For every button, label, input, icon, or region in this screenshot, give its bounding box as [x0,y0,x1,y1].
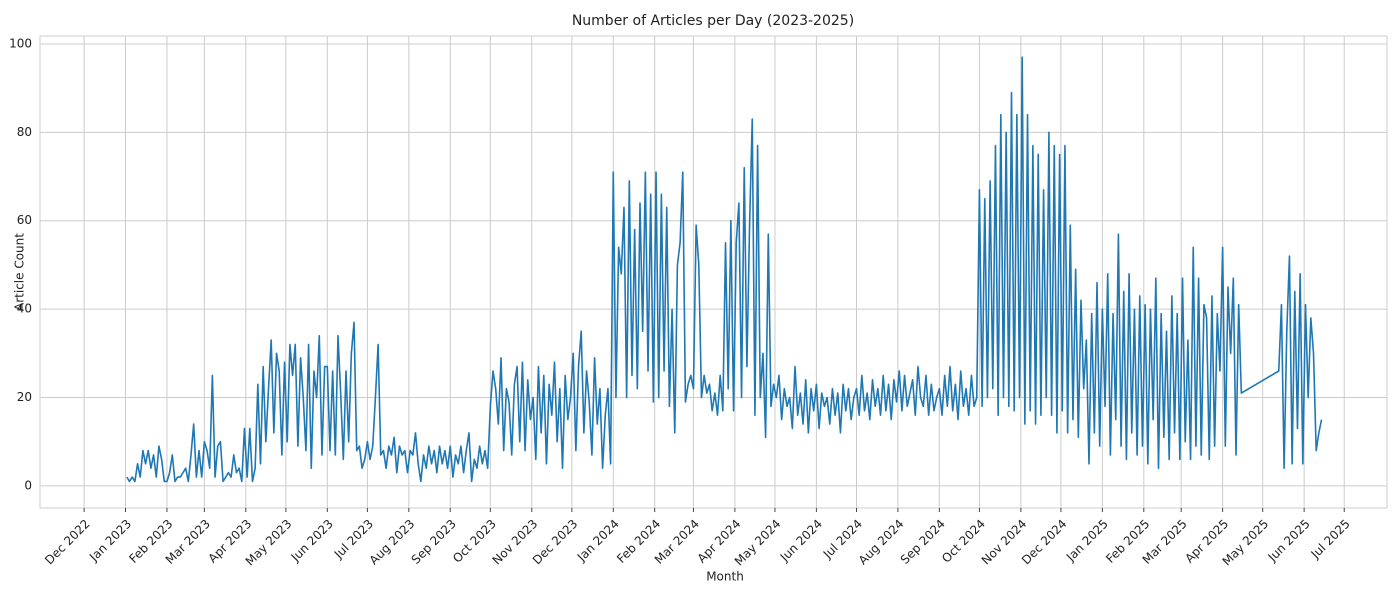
y-tick-label: 40 [17,302,32,316]
x-tick-label: Dec 2022 [42,517,93,568]
y-tick-label: 20 [17,390,32,404]
y-tick-label: 80 [17,125,32,139]
x-tick-label: Sep 2024 [898,517,948,567]
x-tick-label: Aug 2024 [856,517,907,568]
x-tick-label: Jul 2025 [1308,517,1353,562]
y-tick-label: 0 [24,478,32,492]
x-axis-label: Month [706,570,744,584]
x-tick-label: Jun 2025 [1265,517,1313,565]
y-tick-label: 60 [17,213,32,227]
plot-area [39,35,1388,509]
x-tick-label: Sep 2023 [409,517,459,567]
y-tick-label: 100 [9,36,32,50]
chart-title: Number of Articles per Day (2023-2025) [572,13,854,29]
data-line [126,56,1323,483]
x-tick-label: Jun 2024 [777,517,825,565]
y-axis-label: Article Count [13,233,27,311]
x-tick-label: Jun 2023 [288,517,336,565]
x-tick-label: Aug 2023 [367,517,418,568]
